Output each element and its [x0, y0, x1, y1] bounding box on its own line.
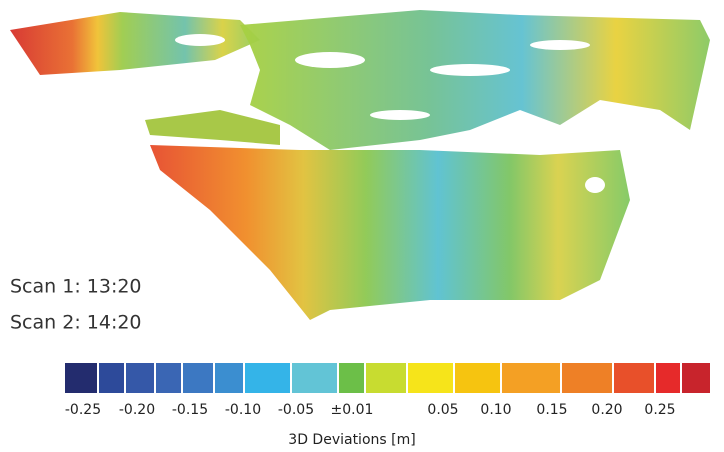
colorbar-label: 0.10 — [480, 402, 511, 418]
colorbar — [65, 363, 710, 393]
colorbar-label: 0.20 — [591, 402, 622, 418]
colorbar-label: -0.15 — [172, 402, 208, 418]
colorbar-label: ±0.01 — [331, 402, 374, 418]
colorbar-label: -0.20 — [119, 402, 155, 418]
colorbar-title: 3D Deviations [m] — [288, 432, 415, 448]
point-cloud — [10, 10, 710, 320]
colorbar-label: -0.25 — [65, 402, 101, 418]
colorbar-label: -0.05 — [278, 402, 314, 418]
scan-label: Scan 1: 13:20 — [10, 276, 142, 298]
colorbar-label: -0.10 — [225, 402, 261, 418]
colorbar-label: 0.05 — [427, 402, 458, 418]
colorbar-label: 0.15 — [536, 402, 567, 418]
colorbar-label: 0.25 — [644, 402, 675, 418]
scan-label: Scan 2: 14:20 — [10, 312, 142, 334]
